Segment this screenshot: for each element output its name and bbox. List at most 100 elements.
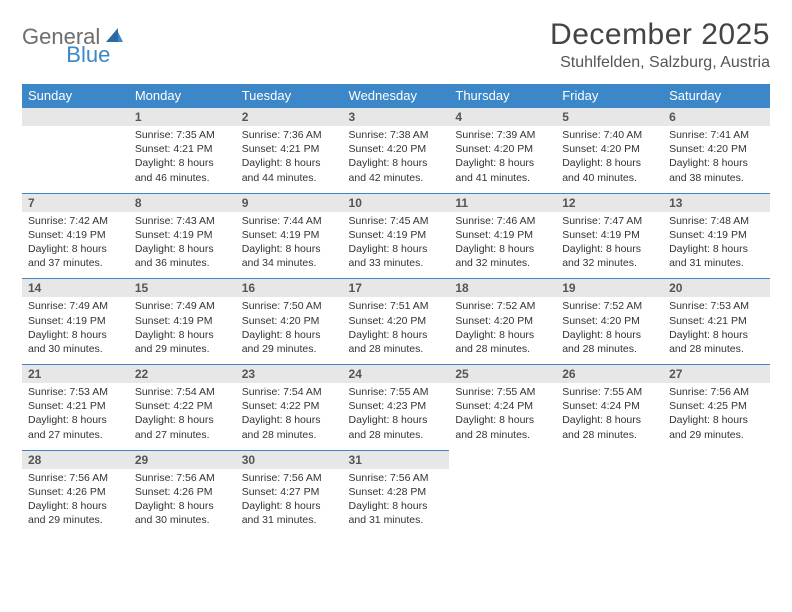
sunrise-text: Sunrise: 7:56 AM bbox=[669, 385, 764, 399]
day-header-wed: Wednesday bbox=[343, 84, 450, 107]
sunset-text: Sunset: 4:20 PM bbox=[349, 142, 444, 156]
day-cell: 6Sunrise: 7:41 AMSunset: 4:20 PMDaylight… bbox=[663, 107, 770, 193]
daylight1-text: Daylight: 8 hours bbox=[562, 413, 657, 427]
daylight1-text: Daylight: 8 hours bbox=[669, 413, 764, 427]
day-cell-inner: 8Sunrise: 7:43 AMSunset: 4:19 PMDaylight… bbox=[129, 193, 236, 279]
sunset-text: Sunset: 4:25 PM bbox=[669, 399, 764, 413]
day-info: Sunrise: 7:46 AMSunset: 4:19 PMDaylight:… bbox=[449, 212, 556, 279]
sunrise-text: Sunrise: 7:48 AM bbox=[669, 214, 764, 228]
daylight2-text: and 30 minutes. bbox=[135, 513, 230, 527]
sunrise-text: Sunrise: 7:51 AM bbox=[349, 299, 444, 313]
daylight1-text: Daylight: 8 hours bbox=[562, 328, 657, 342]
daylight2-text: and 40 minutes. bbox=[562, 171, 657, 185]
daylight1-text: Daylight: 8 hours bbox=[28, 242, 123, 256]
day-number: 31 bbox=[343, 451, 450, 469]
daylight2-text: and 27 minutes. bbox=[28, 428, 123, 442]
day-cell-inner: 14Sunrise: 7:49 AMSunset: 4:19 PMDayligh… bbox=[22, 278, 129, 364]
day-number: 19 bbox=[556, 279, 663, 297]
sunrise-text: Sunrise: 7:38 AM bbox=[349, 128, 444, 142]
daylight1-text: Daylight: 8 hours bbox=[242, 413, 337, 427]
calendar-body: 1Sunrise: 7:35 AMSunset: 4:21 PMDaylight… bbox=[22, 107, 770, 535]
week-row: 1Sunrise: 7:35 AMSunset: 4:21 PMDaylight… bbox=[22, 107, 770, 193]
sunset-text: Sunset: 4:28 PM bbox=[349, 485, 444, 499]
day-cell-inner: 27 Sunrise: 7:56 AMSunset: 4:25 PMDayligh… bbox=[663, 364, 770, 450]
day-cell: 22Sunrise: 7:54 AMSunset: 4:22 PMDayligh… bbox=[129, 364, 236, 450]
daylight1-text: Daylight: 8 hours bbox=[669, 242, 764, 256]
day-cell: 19Sunrise: 7:52 AMSunset: 4:20 PMDayligh… bbox=[556, 278, 663, 364]
sunrise-text: Sunrise: 7:56 AM bbox=[28, 471, 123, 485]
day-number: 15 bbox=[129, 279, 236, 297]
sunset-text: Sunset: 4:19 PM bbox=[562, 228, 657, 242]
sunset-text: Sunset: 4:26 PM bbox=[28, 485, 123, 499]
day-cell bbox=[449, 450, 556, 536]
sunset-text: Sunset: 4:21 PM bbox=[242, 142, 337, 156]
day-number: 25 bbox=[449, 365, 556, 383]
daylight2-text: and 30 minutes. bbox=[28, 342, 123, 356]
day-number: 20 bbox=[663, 279, 770, 297]
day-cell-inner: 11Sunrise: 7:46 AMSunset: 4:19 PMDayligh… bbox=[449, 193, 556, 279]
day-header-tue: Tuesday bbox=[236, 84, 343, 107]
sunset-text: Sunset: 4:20 PM bbox=[562, 314, 657, 328]
logo-text-blue: Blue bbox=[66, 42, 110, 68]
day-number: 1 bbox=[129, 108, 236, 126]
daylight2-text: and 28 minutes. bbox=[455, 428, 550, 442]
daylight1-text: Daylight: 8 hours bbox=[349, 328, 444, 342]
day-number: 22 bbox=[129, 365, 236, 383]
sunrise-text: Sunrise: 7:49 AM bbox=[135, 299, 230, 313]
day-cell: 29Sunrise: 7:56 AMSunset: 4:26 PMDayligh… bbox=[129, 450, 236, 536]
sunrise-text: Sunrise: 7:40 AM bbox=[562, 128, 657, 142]
day-cell: 1Sunrise: 7:35 AMSunset: 4:21 PMDaylight… bbox=[129, 107, 236, 193]
day-number: 2 bbox=[236, 108, 343, 126]
day-cell: 25Sunrise: 7:55 AMSunset: 4:24 PMDayligh… bbox=[449, 364, 556, 450]
week-row: 28Sunrise: 7:56 AMSunset: 4:26 PMDayligh… bbox=[22, 450, 770, 536]
sunset-text: Sunset: 4:21 PM bbox=[135, 142, 230, 156]
daylight2-text: and 38 minutes. bbox=[669, 171, 764, 185]
daylight1-text: Daylight: 8 hours bbox=[669, 328, 764, 342]
daylight1-text: Daylight: 8 hours bbox=[349, 156, 444, 170]
calendar-page: General Blue December 2025 Stuhlfelden, … bbox=[0, 0, 792, 553]
daylight2-text: and 29 minutes. bbox=[135, 342, 230, 356]
daylight2-text: and 29 minutes. bbox=[242, 342, 337, 356]
day-cell-inner: 25Sunrise: 7:55 AMSunset: 4:24 PMDayligh… bbox=[449, 364, 556, 450]
day-cell: 10Sunrise: 7:45 AMSunset: 4:19 PMDayligh… bbox=[343, 193, 450, 279]
day-cell-inner: 3Sunrise: 7:38 AMSunset: 4:20 PMDaylight… bbox=[343, 107, 450, 193]
sunset-text: Sunset: 4:20 PM bbox=[349, 314, 444, 328]
sunset-text: Sunset: 4:20 PM bbox=[455, 142, 550, 156]
day-number: 5 bbox=[556, 108, 663, 126]
daylight2-text: and 34 minutes. bbox=[242, 256, 337, 270]
day-cell: 27 Sunrise: 7:56 AMSunset: 4:25 PMDayligh… bbox=[663, 364, 770, 450]
sunrise-text: Sunrise: 7:52 AM bbox=[562, 299, 657, 313]
daylight1-text: Daylight: 8 hours bbox=[135, 413, 230, 427]
day-number: 27 bbox=[663, 365, 770, 383]
sunset-text: Sunset: 4:19 PM bbox=[349, 228, 444, 242]
sunrise-text: Sunrise: 7:42 AM bbox=[28, 214, 123, 228]
sunset-text: Sunset: 4:19 PM bbox=[135, 228, 230, 242]
daylight2-text: and 28 minutes. bbox=[455, 342, 550, 356]
day-header-fri: Friday bbox=[556, 84, 663, 107]
day-cell-inner: 17Sunrise: 7:51 AMSunset: 4:20 PMDayligh… bbox=[343, 278, 450, 364]
day-info: Sunrise: 7:56 AMSunset: 4:26 PMDaylight:… bbox=[22, 469, 129, 536]
sunset-text: Sunset: 4:26 PM bbox=[135, 485, 230, 499]
day-cell: 16Sunrise: 7:50 AMSunset: 4:20 PMDayligh… bbox=[236, 278, 343, 364]
sunrise-text: Sunrise: 7:49 AM bbox=[28, 299, 123, 313]
day-cell-inner: 16Sunrise: 7:50 AMSunset: 4:20 PMDayligh… bbox=[236, 278, 343, 364]
sunset-text: Sunset: 4:20 PM bbox=[562, 142, 657, 156]
sunrise-text: Sunrise: 7:39 AM bbox=[455, 128, 550, 142]
day-cell: 23Sunrise: 7:54 AMSunset: 4:22 PMDayligh… bbox=[236, 364, 343, 450]
day-number-empty bbox=[22, 108, 129, 126]
day-cell: 24Sunrise: 7:55 AMSunset: 4:23 PMDayligh… bbox=[343, 364, 450, 450]
sunrise-text: Sunrise: 7:52 AM bbox=[455, 299, 550, 313]
day-info: Sunrise: 7:43 AMSunset: 4:19 PMDaylight:… bbox=[129, 212, 236, 279]
sunrise-text: Sunrise: 7:56 AM bbox=[242, 471, 337, 485]
day-cell-inner: 22Sunrise: 7:54 AMSunset: 4:22 PMDayligh… bbox=[129, 364, 236, 450]
day-info: Sunrise: 7:52 AMSunset: 4:20 PMDaylight:… bbox=[556, 297, 663, 364]
daylight1-text: Daylight: 8 hours bbox=[242, 156, 337, 170]
sunrise-text: Sunrise: 7:53 AM bbox=[28, 385, 123, 399]
day-cell-inner: 31Sunrise: 7:56 AMSunset: 4:28 PMDayligh… bbox=[343, 450, 450, 536]
day-info: Sunrise: 7:47 AMSunset: 4:19 PMDaylight:… bbox=[556, 212, 663, 279]
day-cell: 30Sunrise: 7:56 AMSunset: 4:27 PMDayligh… bbox=[236, 450, 343, 536]
sunset-text: Sunset: 4:24 PM bbox=[455, 399, 550, 413]
sunset-text: Sunset: 4:22 PM bbox=[135, 399, 230, 413]
day-info: Sunrise: 7:38 AMSunset: 4:20 PMDaylight:… bbox=[343, 126, 450, 193]
day-cell: 4Sunrise: 7:39 AMSunset: 4:20 PMDaylight… bbox=[449, 107, 556, 193]
